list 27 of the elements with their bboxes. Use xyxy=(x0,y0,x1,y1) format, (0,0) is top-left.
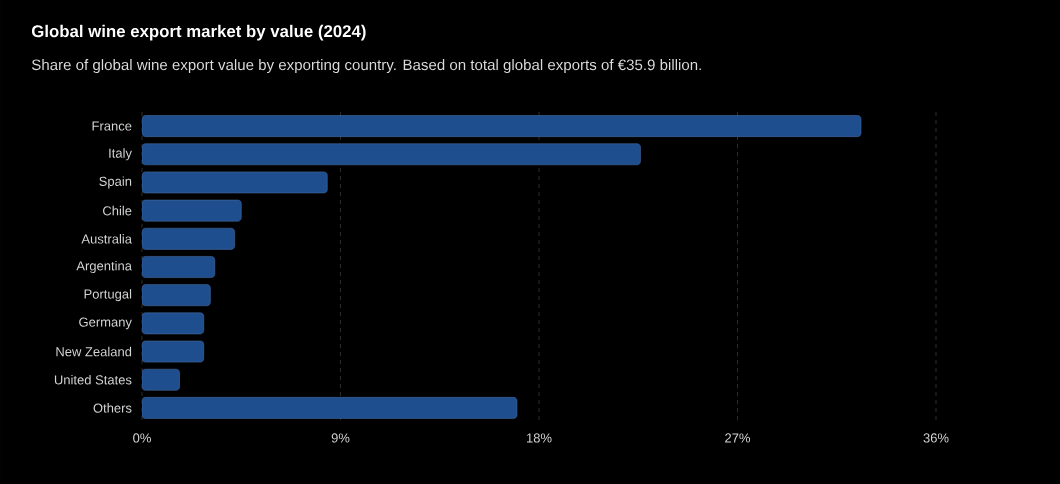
y-tick-label: Chile xyxy=(103,205,132,216)
y-tick-label: New Zealand xyxy=(56,346,132,357)
x-tick-label: 36% xyxy=(923,433,949,443)
x-tick-label: 27% xyxy=(725,433,751,443)
y-tick-label: Spain xyxy=(99,176,132,189)
x-tick-label: 0% xyxy=(133,433,151,443)
y-tick-label: United States xyxy=(54,374,132,385)
y-tick-label: Australia xyxy=(81,234,132,244)
y-tick-label: Others xyxy=(93,403,132,413)
bar xyxy=(142,368,180,391)
x-tick-label: 9% xyxy=(331,433,350,443)
bar xyxy=(142,284,211,307)
y-tick-label: Germany xyxy=(79,317,132,330)
y-tick-label: Portugal xyxy=(84,289,132,302)
chart-subtitle: Share of global wine export value by exporting country. Based on total global exports of €35.9 billion. xyxy=(31,59,701,74)
bar xyxy=(142,227,235,250)
bar xyxy=(142,256,216,278)
bar xyxy=(142,143,641,166)
y-tick-label: Argentina xyxy=(76,260,132,274)
x-tick-label: 18% xyxy=(526,433,552,443)
bar xyxy=(142,199,242,222)
y-tick-label: France xyxy=(92,121,132,131)
bar xyxy=(142,312,205,335)
bar xyxy=(142,115,862,137)
bar xyxy=(142,397,518,419)
chart-title: Global wine export market by value (2024) xyxy=(31,24,366,41)
y-tick-label: Italy xyxy=(109,148,132,161)
